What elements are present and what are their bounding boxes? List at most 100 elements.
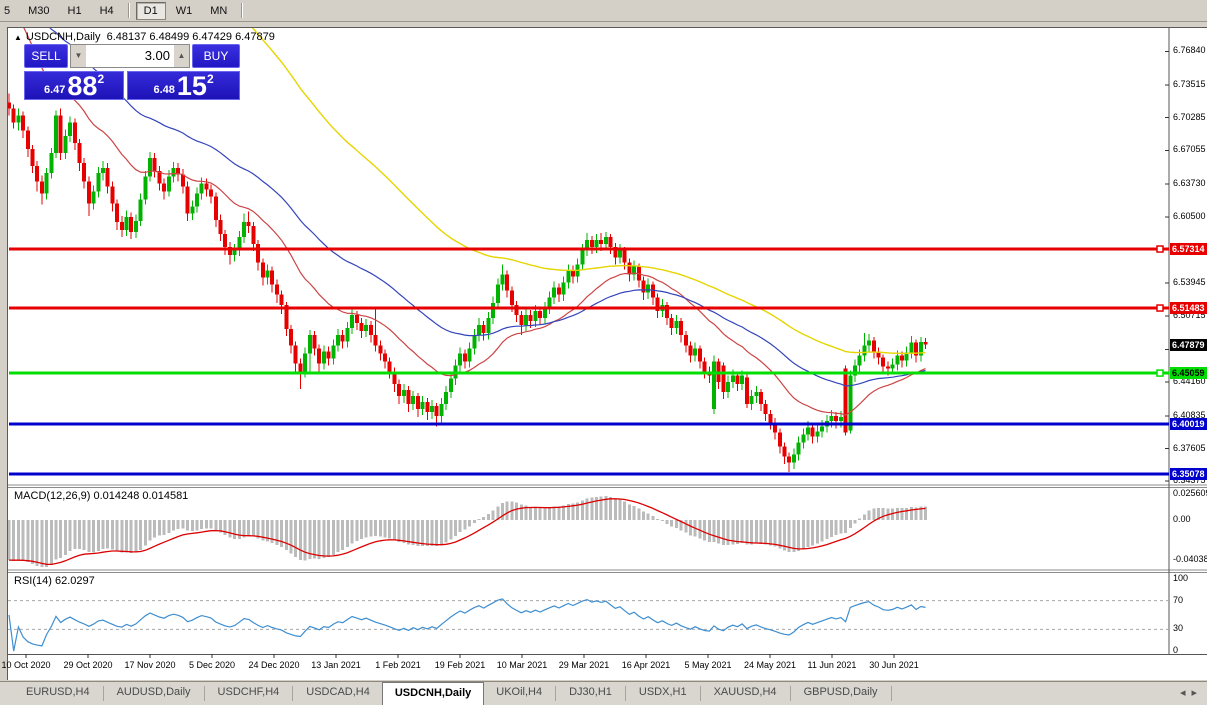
rsi-value: 62.0297 <box>54 575 95 587</box>
tab-ukoil[interactable]: UKOil,H4 <box>496 686 543 698</box>
line-price-label-6.57314: 6.57314 <box>1170 243 1207 256</box>
price-tick-6.67055: 6.67055 <box>1173 144 1206 155</box>
sell-price-display[interactable]: 6.47 88 2 <box>24 71 125 101</box>
line-handle-marker[interactable] <box>1156 245 1164 253</box>
timeframe-button-m30[interactable]: M30 <box>28 4 50 17</box>
current-price-label: 6.47879 <box>1170 338 1207 351</box>
date-label: 24 May 2021 <box>743 660 797 670</box>
collapse-triangle-icon[interactable]: ▲ <box>14 33 22 42</box>
tab-audusd[interactable]: AUDUSD,Daily <box>116 686 191 698</box>
tab-scroll-left-icon[interactable]: ◂ <box>1179 687 1192 699</box>
moving-average-line-85 <box>251 28 926 355</box>
price-tick-6.73515: 6.73515 <box>1173 79 1206 90</box>
tab-divider <box>292 686 294 701</box>
buy-price-fraction: 2 <box>206 72 214 86</box>
buy-button[interactable]: BUY <box>192 44 240 68</box>
tab-usdx[interactable]: USDX,H1 <box>638 686 687 698</box>
rsi-tick-100: 100 <box>1173 573 1189 583</box>
macd-signal-line <box>8 498 926 566</box>
chart-symbol-label: USDCNH,Daily <box>25 31 101 43</box>
date-label: 10 Mar 2021 <box>496 660 548 670</box>
line-handle-marker[interactable] <box>1156 304 1164 312</box>
price-tick-6.37605: 6.37605 <box>1173 442 1206 453</box>
buy-price-pips: 15 <box>176 71 207 101</box>
macd-tick-0.025609: 0.025609 <box>1173 488 1207 499</box>
tab-divider <box>699 686 701 701</box>
timeframe-button-h4[interactable]: H4 <box>99 4 114 17</box>
volume-spinner: ▼ 3.00 ▲ <box>70 44 190 68</box>
rsi-tick-70: 70 <box>1173 594 1184 605</box>
date-label: 17 Nov 2020 <box>124 660 176 670</box>
date-label: 24 Dec 2020 <box>248 660 300 670</box>
chart-title: ▲ USDCNH,Daily 6.48137 6.48499 6.47429 6.… <box>14 31 275 43</box>
candlestick-series <box>8 93 928 472</box>
tab-usdchf[interactable]: USDCHF,H4 <box>217 686 280 698</box>
sell-price-pips: 88 <box>67 71 98 101</box>
chart-window: ▲ USDCNH,Daily 6.48137 6.48499 6.47429 6.… <box>1 27 1207 680</box>
timeframe-toolbar: 5 M30 H1 H4 D1 W1 MN <box>0 0 1207 22</box>
chart-canvas[interactable] <box>8 28 1207 680</box>
volume-increase-button[interactable]: ▲ <box>174 45 189 67</box>
price-tick-6.40835: 6.40835 <box>1173 409 1206 420</box>
sell-price-prefix: 6.47 <box>43 84 66 96</box>
date-label: 29 Oct 2020 <box>63 660 113 670</box>
sell-price-fraction: 2 <box>97 72 105 86</box>
tab-eurusd[interactable]: EURUSD,H4 <box>26 686 90 698</box>
tab-divider <box>890 686 892 701</box>
tab-divider <box>789 686 791 701</box>
line-price-label-6.40019: 6.40019 <box>1170 418 1207 431</box>
buy-price-display[interactable]: 6.48 15 2 <box>127 71 240 100</box>
date-label: 5 May 2021 <box>684 660 732 670</box>
macd-tick-0.00: 0.00 <box>1173 514 1191 524</box>
volume-decrease-button[interactable]: ▼ <box>71 45 86 67</box>
tab-usdcnh[interactable]: USDCNH,Daily <box>381 682 485 705</box>
chart-ohlc-quotes: 6.48137 6.48499 6.47429 6.47879 <box>106 31 275 43</box>
one-click-trade-panel: SELL ▼ 3.00 ▲ BUY 6.47 88 2 6.48 15 2 <box>24 44 240 100</box>
date-label: 29 Mar 2021 <box>558 660 610 670</box>
price-tick-6.34375: 6.34375 <box>1173 475 1206 486</box>
line-handle-marker[interactable] <box>1156 369 1164 377</box>
volume-input[interactable]: 3.00 <box>86 45 174 67</box>
date-label: 30 Jun 2021 <box>869 660 919 670</box>
line-price-label-6.51483: 6.51483 <box>1170 302 1207 315</box>
macd-tick--0.040386: -0.040386 <box>1173 554 1207 565</box>
timeframe-button-h1[interactable]: H1 <box>67 4 82 17</box>
rsi-name: RSI(14) <box>14 575 52 587</box>
price-tick-6.60500: 6.60500 <box>1173 210 1206 221</box>
price-tick-6.76840: 6.76840 <box>1173 45 1206 56</box>
tab-divider <box>555 686 557 701</box>
date-label: 5 Dec 2020 <box>188 660 236 670</box>
date-label: 11 Jun 2021 <box>807 660 857 670</box>
line-price-label-6.45059: 6.45059 <box>1170 367 1207 380</box>
timeframe-button-mn[interactable]: MN <box>210 4 228 17</box>
date-label: 10 Oct 2020 <box>1 660 51 670</box>
tab-scroll-arrows: ◂▸ <box>1180 686 1203 699</box>
toolbar-separator <box>127 3 130 18</box>
line-price-label-6.35078: 6.35078 <box>1170 468 1207 481</box>
macd-label: MACD(12,26,9) 0.014248 0.014581 <box>14 490 188 502</box>
macd-histogram <box>8 496 927 567</box>
rsi-label: RSI(14) 62.0297 <box>14 575 95 587</box>
macd-values: 0.014248 0.014581 <box>93 490 189 502</box>
rsi-tick-30: 30 <box>1173 623 1184 634</box>
buy-price-prefix: 6.48 <box>153 84 175 96</box>
timeframe-button-5[interactable]: 5 <box>4 4 11 17</box>
tab-gbpusd[interactable]: GBPUSD,Daily <box>803 686 878 698</box>
date-label: 1 Feb 2021 <box>375 660 421 670</box>
timeframe-button-w1[interactable]: W1 <box>175 4 193 17</box>
sell-button[interactable]: SELL <box>24 44 68 68</box>
price-tick-6.50715: 6.50715 <box>1173 309 1206 320</box>
rsi-line <box>8 598 926 652</box>
tab-xauusd[interactable]: XAUUSD,H4 <box>713 686 777 698</box>
price-tick-6.63730: 6.63730 <box>1173 178 1206 189</box>
timeframe-button-d1[interactable]: D1 <box>135 1 166 20</box>
date-label: 19 Feb 2021 <box>434 660 486 670</box>
rsi-tick-0: 0 <box>1173 645 1179 655</box>
price-tick-6.70285: 6.70285 <box>1173 111 1206 122</box>
tab-usdcad[interactable]: USDCAD,H4 <box>306 686 370 698</box>
tab-divider <box>102 686 104 701</box>
tab-dj30[interactable]: DJ30,H1 <box>569 686 612 698</box>
tab-scroll-right-icon[interactable]: ▸ <box>1191 687 1203 699</box>
date-label: 13 Jan 2021 <box>311 660 361 670</box>
